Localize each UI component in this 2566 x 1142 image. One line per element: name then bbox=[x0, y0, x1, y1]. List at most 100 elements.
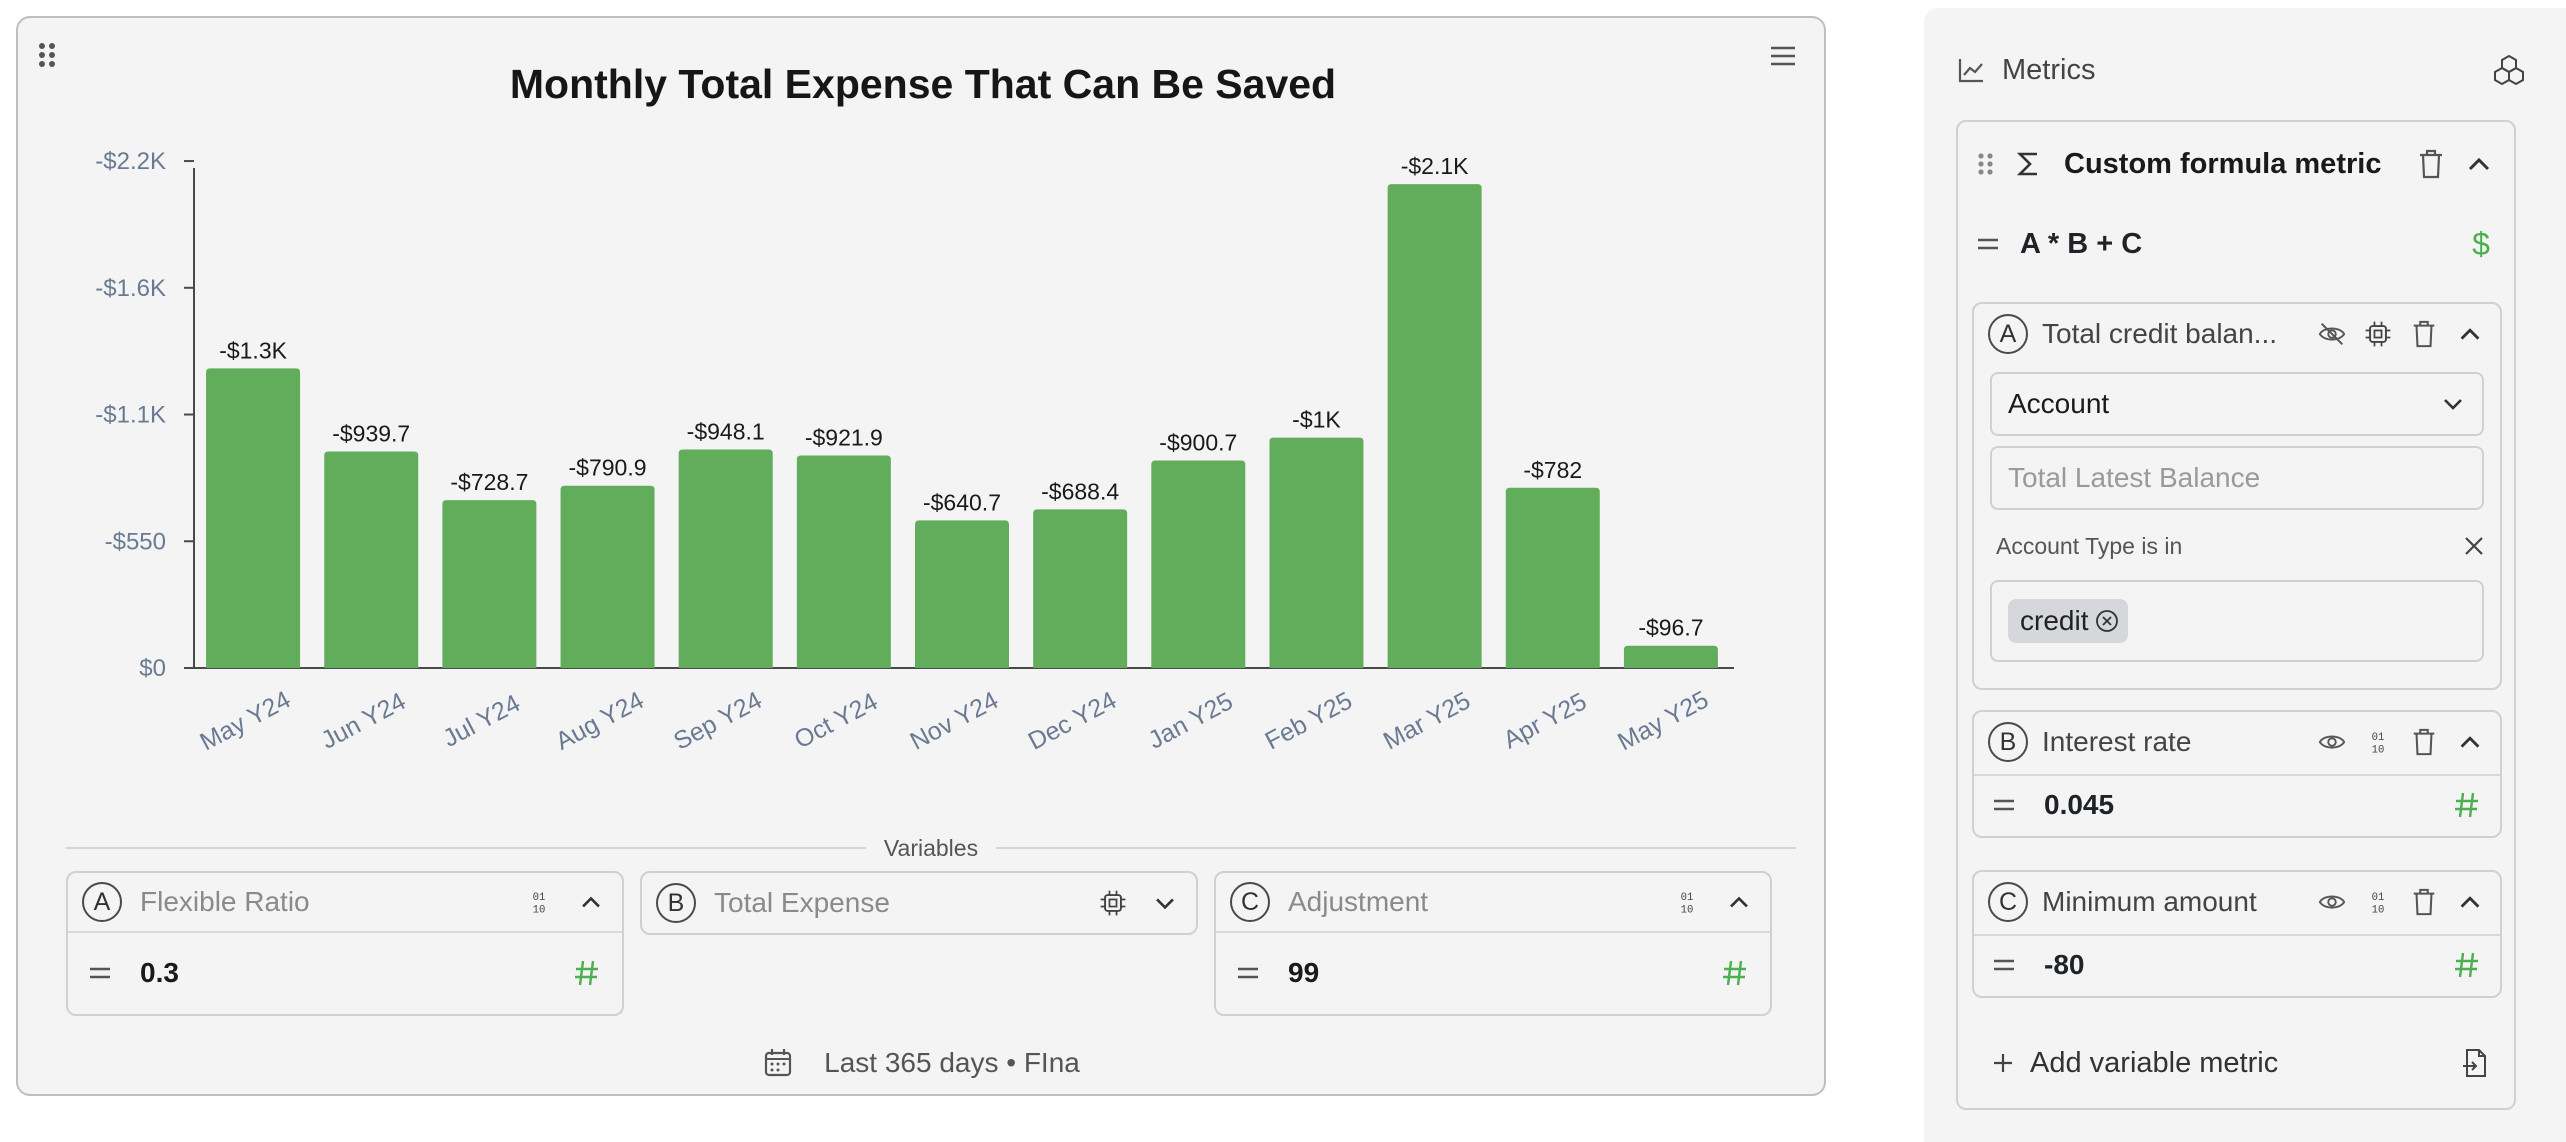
y-tick-label: -$1.1K bbox=[95, 402, 166, 429]
number-type-icon[interactable] bbox=[2452, 950, 2482, 980]
trash-icon[interactable] bbox=[2416, 148, 2446, 180]
chevron-down-icon[interactable] bbox=[1148, 886, 1182, 920]
variable-letter-badge: B bbox=[656, 883, 696, 923]
variable-name[interactable]: Total Expense bbox=[714, 887, 890, 918]
variable-header: A Flexible Ratio 01 10 bbox=[68, 873, 622, 933]
panel-title: Metrics bbox=[2002, 53, 2096, 86]
date-range-text: Last 365 days • FIna bbox=[824, 1047, 1080, 1078]
x-category-label: May Y24 bbox=[195, 685, 295, 756]
chevron-up-icon[interactable] bbox=[2454, 886, 2486, 918]
formula-expression-row: A * B + C $ bbox=[1958, 214, 2514, 274]
chevron-up-icon[interactable] bbox=[2454, 318, 2486, 350]
chart-card: Monthly Total Expense That Can Be Saved … bbox=[16, 16, 1826, 1096]
bar[interactable] bbox=[796, 455, 891, 668]
variable-metric-b: B Interest rate 01 10 0.045 bbox=[1972, 710, 2502, 838]
remove-chip-icon[interactable] bbox=[2094, 608, 2120, 634]
add-variable-metric-label: Add variable metric bbox=[2030, 1046, 2279, 1079]
binary-type-icon[interactable]: 01 10 bbox=[2362, 726, 2394, 758]
chevron-up-icon[interactable] bbox=[2464, 149, 2494, 179]
bar[interactable] bbox=[1033, 509, 1128, 668]
binary-type-icon[interactable]: 01 10 bbox=[1670, 885, 1704, 919]
metric-name[interactable]: Minimum amount bbox=[2042, 886, 2257, 917]
bar[interactable] bbox=[1151, 460, 1246, 668]
processor-icon[interactable] bbox=[2362, 318, 2394, 350]
svg-text:10: 10 bbox=[2372, 905, 2385, 917]
formula-expression[interactable]: A * B + C bbox=[2020, 227, 2143, 260]
metric-name[interactable]: Interest rate bbox=[2042, 726, 2192, 757]
chevron-up-icon[interactable] bbox=[2454, 726, 2486, 758]
variable-card-a: A Flexible Ratio 01 10 0.3 bbox=[66, 871, 624, 1016]
dollar-format-icon[interactable]: $ bbox=[2468, 227, 2494, 261]
variable-letter-badge: A bbox=[82, 882, 122, 922]
bar-data-label: -$96.7 bbox=[1638, 615, 1703, 641]
chevron-up-icon[interactable] bbox=[1722, 885, 1756, 919]
x-category-label: Apr Y25 bbox=[1499, 687, 1592, 754]
source-select[interactable]: Account bbox=[1990, 372, 2484, 436]
variable-name[interactable]: Flexible Ratio bbox=[140, 886, 310, 917]
metric-letter-badge: B bbox=[1988, 722, 2028, 762]
variable-letter-badge: C bbox=[1230, 882, 1270, 922]
calendar-icon bbox=[765, 1049, 792, 1077]
metric-value[interactable]: 0.045 bbox=[2044, 789, 2115, 820]
drag-handle-icon[interactable] bbox=[36, 38, 60, 72]
bar[interactable] bbox=[1387, 184, 1482, 668]
metrics-panel: Metrics Custom formula metric A * B + C … bbox=[1924, 8, 2566, 1142]
filter-label: Account Type is in bbox=[1996, 532, 2183, 559]
chart-title: Monthly Total Expense That Can Be Saved bbox=[510, 61, 1336, 107]
processor-icon[interactable] bbox=[1096, 886, 1130, 920]
date-range-footer[interactable]: Last 365 days • FIna bbox=[18, 1043, 1824, 1083]
x-category-label: Oct Y24 bbox=[790, 687, 883, 754]
import-file-icon[interactable] bbox=[2460, 1047, 2490, 1079]
field-select[interactable]: Total Latest Balance bbox=[1990, 446, 2484, 510]
variable-value[interactable]: 0.3 bbox=[140, 957, 179, 988]
chevron-up-icon[interactable] bbox=[574, 885, 608, 919]
drag-handle-icon[interactable] bbox=[1976, 149, 1996, 179]
bar[interactable] bbox=[678, 449, 773, 668]
bar-chart: Monthly Total Expense That Can Be Saved … bbox=[95, 61, 1734, 756]
variables-label: Variables bbox=[883, 834, 979, 861]
filter-values-input[interactable]: credit bbox=[1990, 580, 2484, 662]
y-tick-label: -$2.2K bbox=[95, 148, 166, 175]
menu-icon[interactable] bbox=[1768, 42, 1798, 70]
x-category-label: Aug Y24 bbox=[551, 686, 649, 756]
number-type-icon[interactable] bbox=[1720, 958, 1750, 988]
variable-value[interactable]: 99 bbox=[1288, 957, 1320, 988]
formula-metric-name[interactable]: Custom formula metric bbox=[2064, 147, 2382, 180]
number-type-icon[interactable] bbox=[572, 958, 602, 988]
variable-header: B Total Expense bbox=[642, 873, 1196, 933]
metric-value[interactable]: -80 bbox=[2044, 949, 2085, 980]
bar[interactable] bbox=[206, 368, 301, 668]
number-type-icon[interactable] bbox=[2452, 790, 2482, 820]
y-tick-label: -$550 bbox=[105, 528, 166, 555]
trash-icon[interactable] bbox=[2408, 318, 2440, 350]
bar[interactable] bbox=[324, 451, 419, 668]
eye-icon[interactable] bbox=[2316, 726, 2348, 758]
binary-type-icon[interactable]: 01 10 bbox=[2362, 886, 2394, 918]
eye-off-icon[interactable] bbox=[2316, 318, 2348, 350]
y-tick-label: -$1.6K bbox=[95, 275, 166, 302]
cubes-icon[interactable] bbox=[2492, 53, 2526, 87]
plus-icon bbox=[1994, 1054, 2012, 1072]
trash-icon[interactable] bbox=[2408, 726, 2440, 758]
add-variable-metric-button[interactable]: Add variable metric bbox=[1990, 1038, 2490, 1088]
trash-icon[interactable] bbox=[2408, 886, 2440, 918]
variable-name[interactable]: Adjustment bbox=[1288, 886, 1429, 917]
bar-data-label: -$790.9 bbox=[569, 455, 647, 481]
equals-icon bbox=[90, 967, 110, 979]
bar[interactable] bbox=[1269, 437, 1364, 668]
bar[interactable] bbox=[560, 485, 655, 668]
filter-row: Account Type is in bbox=[1996, 526, 2486, 566]
bar-data-label: -$1.3K bbox=[219, 337, 287, 363]
variable-card-b: B Total Expense bbox=[640, 871, 1198, 935]
bar-data-label: -$782 bbox=[1523, 457, 1582, 483]
metric-name[interactable]: Total credit balan... bbox=[2042, 318, 2278, 349]
bar[interactable] bbox=[915, 520, 1009, 668]
bar[interactable] bbox=[1505, 487, 1600, 668]
equals-icon bbox=[1238, 967, 1258, 979]
close-icon[interactable] bbox=[2462, 534, 2486, 558]
bar-data-label: -$939.7 bbox=[332, 420, 410, 446]
eye-icon[interactable] bbox=[2316, 886, 2348, 918]
binary-type-icon[interactable]: 01 10 bbox=[522, 885, 556, 919]
bar[interactable] bbox=[442, 500, 537, 668]
bar[interactable] bbox=[1623, 645, 1718, 668]
